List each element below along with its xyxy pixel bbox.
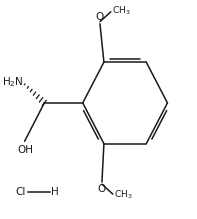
Text: OH: OH	[18, 145, 34, 155]
Text: CH$_3$: CH$_3$	[114, 189, 133, 201]
Text: Cl: Cl	[16, 187, 26, 197]
Text: O: O	[96, 12, 104, 22]
Text: O: O	[98, 184, 106, 194]
Text: H$_2$N: H$_2$N	[2, 76, 24, 90]
Text: CH$_3$: CH$_3$	[112, 4, 131, 17]
Text: H: H	[51, 187, 59, 197]
